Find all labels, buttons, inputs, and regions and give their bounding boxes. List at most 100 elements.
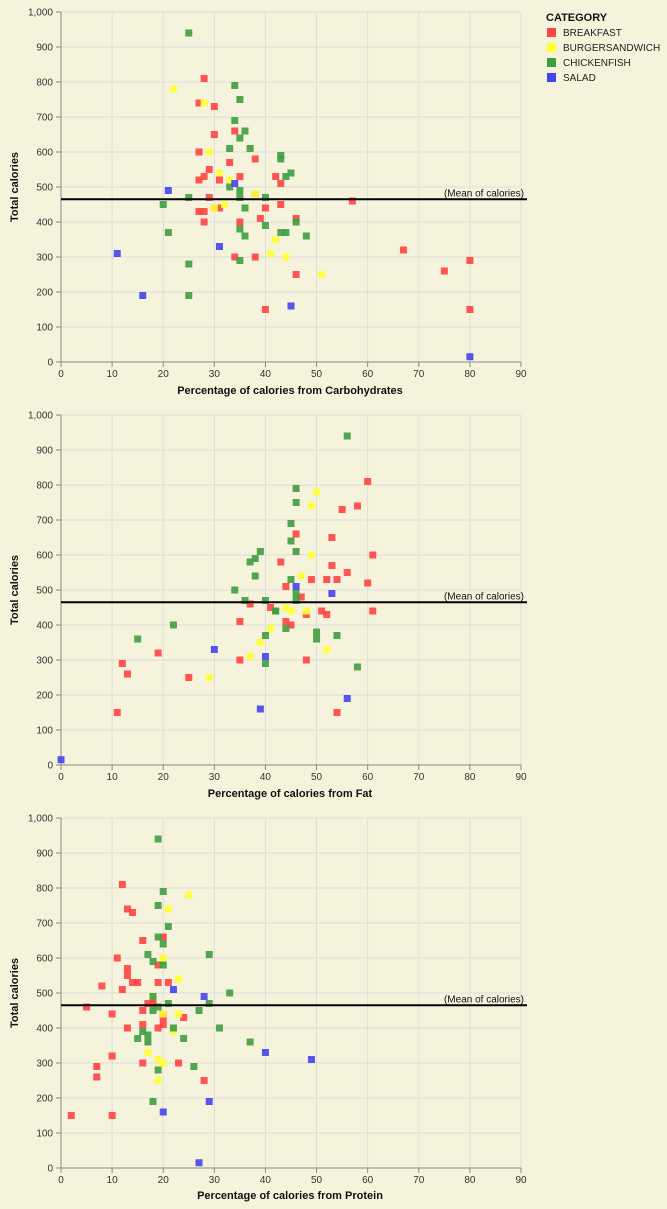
y-tick-label: 400: [36, 218, 53, 229]
point-breakfast: [236, 618, 244, 625]
point-breakfast: [113, 709, 121, 716]
scatter-chart-1: 0 10 20 30 40 50 60 70 80 90010020030040050060070…: [9, 8, 527, 397]
point-chickenfish: [154, 1066, 162, 1074]
point-breakfast: [118, 660, 126, 667]
y-tick-label: 300: [36, 656, 53, 667]
point-chickenfish: [226, 989, 234, 997]
point-breakfast: [159, 933, 167, 941]
x-tick-label: 80: [464, 369, 476, 380]
point-chickenfish: [231, 586, 239, 594]
point-salad: [215, 243, 223, 250]
point-breakfast: [123, 905, 131, 913]
y-tick-label: 500: [36, 989, 53, 1000]
point-breakfast: [195, 208, 203, 215]
point-breakfast: [154, 1024, 162, 1032]
point-salad: [164, 187, 172, 194]
scatter-chart-2: 0 10 20 30 40 50 60 70 80 90010020030040050060070…: [9, 411, 527, 800]
point-breakfast: [231, 127, 239, 135]
x-tick-label: 0: [58, 369, 64, 380]
point-breakfast: [364, 579, 372, 587]
point-chickenfish: [287, 576, 295, 583]
point-breakfast: [236, 656, 244, 664]
point-chickenfish: [302, 232, 310, 240]
point-chickenfish: [261, 194, 269, 201]
x-axis-title: Percentage of calories from Fat: [208, 788, 373, 800]
point-burgersandwich: [175, 1010, 183, 1018]
point-burgersandwich: [159, 954, 167, 962]
y-tick-label: 900: [36, 849, 53, 860]
legend-swatch-breakfast: [547, 28, 556, 37]
point-chickenfish: [164, 229, 172, 236]
y-tick-label: 800: [36, 884, 53, 895]
point-burgersandwich: [159, 1010, 167, 1018]
point-chickenfish: [185, 260, 193, 268]
point-chickenfish: [185, 292, 193, 299]
point-burgersandwich: [272, 236, 280, 243]
point-breakfast: [205, 194, 213, 201]
x-tick-label: 20: [158, 772, 170, 783]
point-chickenfish: [159, 961, 167, 969]
point-chickenfish: [236, 187, 244, 194]
point-chickenfish: [292, 590, 300, 597]
point-chickenfish: [169, 621, 177, 629]
point-chickenfish: [231, 82, 239, 89]
x-axis-title: Percentage of calories from Protein: [197, 1190, 383, 1202]
point-chickenfish: [159, 888, 167, 895]
point-chickenfish: [251, 555, 259, 562]
y-tick-label: 500: [36, 586, 53, 597]
point-breakfast: [108, 1010, 116, 1018]
point-chickenfish: [236, 134, 244, 142]
x-tick-label: 30: [209, 772, 221, 783]
point-breakfast: [123, 1024, 131, 1032]
point-chickenfish: [195, 1007, 203, 1014]
point-breakfast: [195, 148, 203, 156]
point-chickenfish: [353, 663, 361, 671]
point-salad: [139, 292, 147, 299]
point-burgersandwich: [267, 625, 275, 632]
point-breakfast: [261, 306, 269, 313]
y-tick-label: 300: [36, 1059, 53, 1070]
point-burgersandwich: [256, 639, 264, 646]
point-burgersandwich: [251, 190, 259, 198]
point-breakfast: [277, 558, 285, 566]
legend-swatch-burgersandwich: [547, 43, 556, 52]
point-breakfast: [93, 1073, 101, 1081]
y-tick-label: 600: [36, 954, 53, 965]
point-salad: [159, 1108, 167, 1116]
gridlines: [60, 414, 522, 766]
point-burgersandwich: [246, 653, 254, 660]
point-chickenfish: [164, 923, 172, 930]
point-salad: [292, 583, 300, 590]
point-breakfast: [292, 271, 300, 278]
legend-label-burgersandwich: BURGERSANDWICH: [563, 43, 660, 54]
point-breakfast: [277, 201, 285, 208]
x-axis-title: Percentage of calories from Carbohydrate…: [177, 385, 403, 397]
point-breakfast: [123, 972, 131, 979]
mean-line-label: (Mean of calories): [444, 188, 524, 199]
point-breakfast: [210, 131, 218, 138]
point-chickenfish: [282, 625, 290, 632]
point-breakfast: [333, 576, 341, 583]
point-chickenfish: [144, 1038, 152, 1046]
point-burgersandwich: [159, 1059, 167, 1067]
point-chickenfish: [313, 635, 321, 643]
y-tick-label: 500: [36, 183, 53, 194]
legend-title: CATEGORY: [546, 12, 608, 24]
point-chickenfish: [185, 194, 193, 201]
point-chickenfish: [231, 117, 239, 124]
point-burgersandwich: [154, 1077, 162, 1084]
point-chickenfish: [185, 29, 193, 37]
point-chickenfish: [236, 257, 244, 264]
point-breakfast: [93, 1063, 101, 1070]
y-tick-label: 400: [36, 1024, 53, 1035]
x-tick-label: 30: [209, 1175, 221, 1186]
point-chickenfish: [169, 1024, 177, 1032]
y-tick-label: 600: [36, 148, 53, 159]
legend-label-salad: SALAD: [563, 73, 596, 84]
point-breakfast: [134, 979, 142, 986]
y-tick-label: 200: [36, 1094, 53, 1105]
point-chickenfish: [277, 229, 285, 236]
mean-line-label: (Mean of calories): [444, 591, 524, 602]
y-tick-label: 900: [36, 446, 53, 457]
point-breakfast: [144, 1000, 152, 1007]
